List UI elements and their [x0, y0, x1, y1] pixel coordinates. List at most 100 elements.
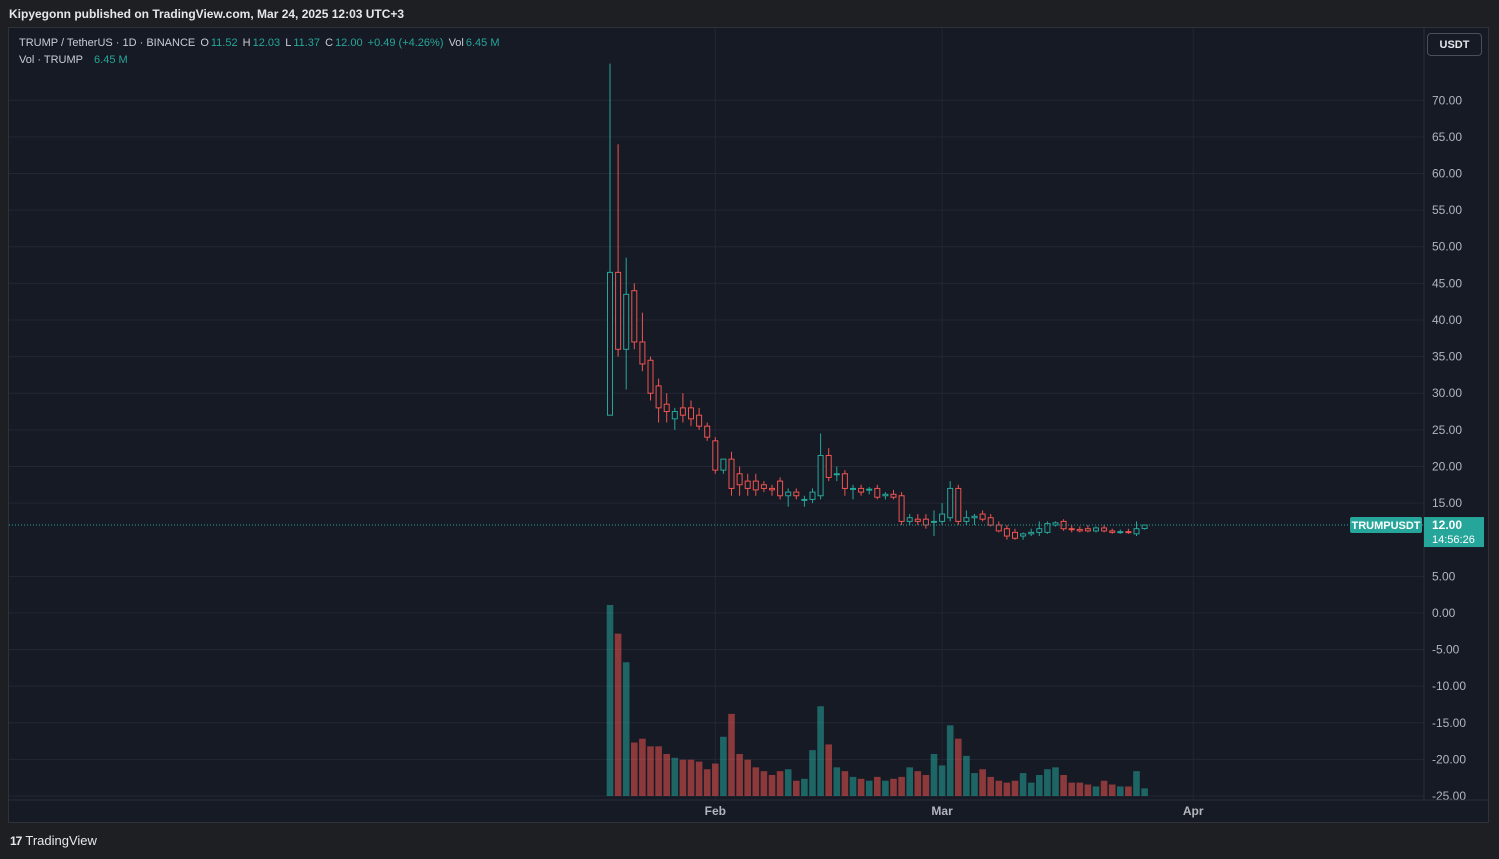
candle-body[interactable]	[825, 454, 832, 478]
candle-body[interactable]	[1020, 533, 1027, 537]
candle-body[interactable]	[777, 480, 784, 497]
candle-body[interactable]	[679, 407, 686, 416]
candle-body[interactable]	[801, 498, 808, 501]
candle-body[interactable]	[1028, 531, 1035, 535]
volume-bar[interactable]	[825, 744, 832, 796]
volume-bar[interactable]	[671, 757, 679, 796]
last-price-tag[interactable]	[1424, 517, 1484, 548]
volume-bar[interactable]	[647, 746, 654, 796]
volume-bar[interactable]	[744, 759, 751, 796]
candle-body[interactable]	[752, 480, 759, 491]
volume-bar[interactable]	[1011, 780, 1019, 796]
volume-bar[interactable]	[914, 771, 922, 796]
candle-body[interactable]	[987, 517, 994, 526]
candle-body[interactable]	[914, 518, 921, 522]
volume-bar[interactable]	[817, 706, 824, 796]
volume-bar[interactable]	[963, 755, 970, 796]
legend-symbol[interactable]: TRUMP / TetherUS · 1D · BINANCE	[19, 37, 196, 49]
candle-body[interactable]	[971, 515, 978, 519]
candle-body[interactable]	[647, 359, 654, 394]
candle-body[interactable]	[995, 524, 1002, 532]
candle-body[interactable]	[607, 271, 613, 416]
volume-bar[interactable]	[687, 759, 695, 796]
volume-bar[interactable]	[760, 771, 768, 796]
volume-bar[interactable]	[614, 633, 622, 796]
volume-bar[interactable]	[712, 763, 719, 796]
candle-body[interactable]	[939, 513, 946, 522]
volume-bar[interactable]	[752, 767, 760, 796]
candle-body[interactable]	[963, 517, 970, 522]
candle-body[interactable]	[760, 484, 767, 489]
volume-bar[interactable]	[865, 780, 873, 796]
volume-bar[interactable]	[955, 738, 962, 796]
candle-body[interactable]	[858, 487, 865, 493]
volume-bar[interactable]	[995, 780, 1003, 796]
volume-bar[interactable]	[736, 753, 743, 796]
candle-body[interactable]	[1060, 520, 1067, 530]
candle-body[interactable]	[1012, 531, 1018, 539]
candle-body[interactable]	[704, 425, 711, 438]
volume-bar[interactable]	[631, 742, 638, 796]
candle-body[interactable]	[866, 488, 873, 491]
candle-body[interactable]	[793, 491, 800, 497]
volume-bar[interactable]	[1003, 782, 1011, 796]
volume-bar[interactable]	[841, 771, 849, 796]
volume-bar[interactable]	[890, 778, 897, 796]
volume-bar[interactable]	[695, 761, 703, 796]
volume-bar[interactable]	[655, 746, 662, 796]
candle-body[interactable]	[1141, 524, 1148, 530]
tradingview-logo-icon[interactable]: 17	[10, 833, 22, 848]
volume-bar[interactable]	[1141, 788, 1148, 796]
volume-bar[interactable]	[679, 759, 687, 796]
candle-body[interactable]	[663, 403, 670, 413]
volume-bar[interactable]	[639, 738, 646, 796]
candle-body[interactable]	[615, 271, 622, 350]
candle-body[interactable]	[655, 385, 662, 409]
candle-body[interactable]	[1044, 523, 1051, 533]
volume-bar[interactable]	[1076, 782, 1084, 796]
candle-body[interactable]	[744, 480, 751, 489]
volume-bar[interactable]	[1044, 769, 1051, 796]
candle-body[interactable]	[947, 487, 954, 519]
volume-bar[interactable]	[946, 725, 954, 796]
candle-body[interactable]	[1036, 528, 1043, 533]
volume-bar[interactable]	[979, 769, 986, 796]
volume-bar[interactable]	[1108, 784, 1116, 796]
volume-bar[interactable]	[720, 736, 727, 796]
volume-bar[interactable]	[1084, 784, 1092, 796]
candle-body[interactable]	[882, 493, 889, 497]
candle-body[interactable]	[1076, 528, 1083, 532]
candle-body[interactable]	[769, 487, 775, 491]
volume-bar[interactable]	[882, 780, 889, 796]
volume-bar[interactable]	[833, 767, 841, 796]
candle-body[interactable]	[671, 411, 678, 420]
volume-bar[interactable]	[1092, 786, 1100, 796]
candle-body[interactable]	[1068, 528, 1075, 531]
candle-body[interactable]	[1109, 530, 1116, 533]
volume-bar[interactable]	[987, 776, 994, 796]
volume-bar[interactable]	[857, 778, 865, 796]
candle-body[interactable]	[1003, 528, 1010, 537]
volume-bar[interactable]	[971, 773, 978, 796]
candle-body[interactable]	[1052, 522, 1059, 526]
candle-body[interactable]	[841, 473, 848, 489]
volume-bar[interactable]	[809, 750, 816, 796]
candle-body[interactable]	[623, 293, 630, 350]
candle-body[interactable]	[922, 518, 929, 526]
candle-body[interactable]	[955, 487, 962, 522]
volume-bar[interactable]	[874, 776, 881, 796]
volume-bar[interactable]	[1133, 771, 1140, 796]
candlestick-chart[interactable]: 70.00 65.00 60.00 55.00 50.00 45.00 40.00 35.00…	[9, 28, 1489, 823]
candle-body[interactable]	[817, 454, 824, 497]
volume-bar[interactable]	[703, 769, 711, 796]
volume-bar[interactable]	[849, 776, 857, 796]
volume-bar[interactable]	[1125, 786, 1132, 796]
volume-bar[interactable]	[776, 771, 784, 796]
volume-bar[interactable]	[1052, 767, 1059, 796]
volume-bar[interactable]	[784, 769, 792, 796]
volume-bar[interactable]	[622, 662, 630, 796]
candle-body[interactable]	[631, 290, 638, 343]
volume-bar[interactable]	[1068, 782, 1075, 796]
volume-bar[interactable]	[663, 753, 670, 796]
volume-bar[interactable]	[1117, 786, 1124, 796]
